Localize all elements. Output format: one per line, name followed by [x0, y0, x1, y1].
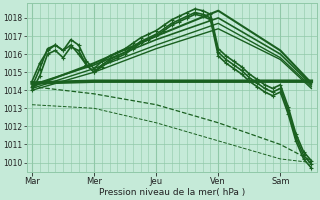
X-axis label: Pression niveau de la mer( hPa ): Pression niveau de la mer( hPa ) — [99, 188, 245, 197]
